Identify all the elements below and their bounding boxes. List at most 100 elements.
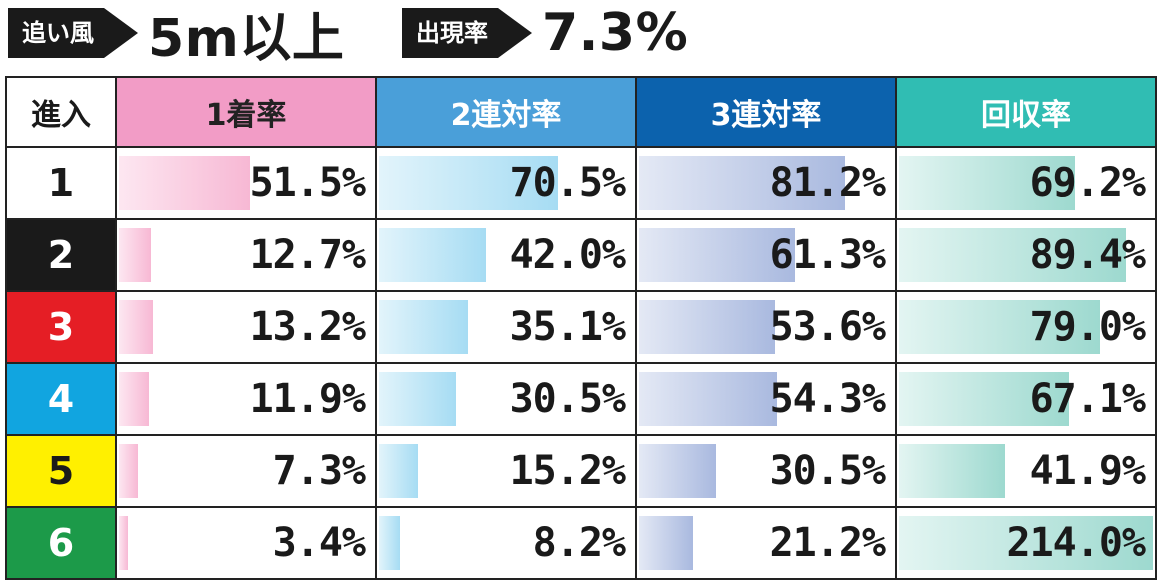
value-label: 30.5% <box>509 376 626 422</box>
value-cell: 54.3% <box>635 362 897 436</box>
value-bar <box>899 372 1070 426</box>
header: 追い風 5m以上 出現率 7.3% <box>0 0 1171 72</box>
value-cell: 51.5% <box>115 146 377 220</box>
value-bar <box>119 444 138 498</box>
value-bar <box>119 372 150 426</box>
rate-label: 出現率 <box>402 8 498 58</box>
col-header-top3-rate: 3連対率 <box>635 76 897 148</box>
value-bar <box>899 444 1006 498</box>
entry-lane: 2 <box>5 218 117 292</box>
value-cell: 42.0% <box>375 218 637 292</box>
value-label: 70.5% <box>509 160 626 206</box>
value-bar <box>379 228 486 282</box>
wind-label: 追い風 <box>8 8 104 58</box>
value-cell: 7.3% <box>115 434 377 508</box>
value-cell: 67.1% <box>895 362 1157 436</box>
value-cell: 70.5% <box>375 146 637 220</box>
value-cell: 8.2% <box>375 506 637 580</box>
table-row: 5 7.3% 15.2% 30.5% 41.9% <box>5 434 1157 508</box>
value-cell: 21.2% <box>635 506 897 580</box>
value-cell: 61.3% <box>635 218 897 292</box>
value-bar <box>639 372 777 426</box>
value-bar <box>899 228 1127 282</box>
value-label: 15.2% <box>509 448 626 494</box>
value-label: 8.2% <box>532 520 626 566</box>
value-bar <box>639 156 846 210</box>
value-cell: 13.2% <box>115 290 377 364</box>
arrow-shape <box>498 8 532 58</box>
value-bar <box>379 156 559 210</box>
value-cell: 12.7% <box>115 218 377 292</box>
value-cell: 214.0% <box>895 506 1157 580</box>
value-label: 81.2% <box>769 160 886 206</box>
value-bar <box>639 228 795 282</box>
entry-lane: 4 <box>5 362 117 436</box>
value-bar <box>379 300 469 354</box>
value-cell: 15.2% <box>375 434 637 508</box>
value-label: 35.1% <box>509 304 626 350</box>
value-bar <box>639 444 717 498</box>
rate-value: 7.3% <box>542 3 689 63</box>
value-cell: 30.5% <box>635 434 897 508</box>
value-label: 51.5% <box>249 160 366 206</box>
value-bar <box>119 156 250 210</box>
value-cell: 89.4% <box>895 218 1157 292</box>
value-cell: 53.6% <box>635 290 897 364</box>
value-cell: 81.2% <box>635 146 897 220</box>
value-label: 42.0% <box>509 232 626 278</box>
value-bar <box>379 372 457 426</box>
value-bar <box>899 156 1075 210</box>
value-bar <box>379 444 418 498</box>
wind-condition: 追い風 5m以上 <box>8 8 344 69</box>
table-row: 6 3.4% 8.2% 21.2% 214.0% <box>5 506 1157 580</box>
value-label: 214.0% <box>1006 520 1146 566</box>
table-row: 3 13.2% 35.1% 53.6% 79.0% <box>5 290 1157 364</box>
col-header-return-rate: 回収率 <box>895 76 1157 148</box>
value-bar <box>899 300 1100 354</box>
wind-value: 5m以上 <box>148 8 345 69</box>
value-label: 69.2% <box>1029 160 1146 206</box>
value-label: 89.4% <box>1029 232 1146 278</box>
value-label: 67.1% <box>1029 376 1146 422</box>
value-cell: 69.2% <box>895 146 1157 220</box>
value-label: 61.3% <box>769 232 886 278</box>
value-bar <box>639 300 776 354</box>
value-label: 30.5% <box>769 448 886 494</box>
entry-header: 進入 <box>5 76 117 148</box>
col-header-win-rate: 1着率 <box>115 76 377 148</box>
value-label: 12.7% <box>249 232 366 278</box>
value-bar <box>899 516 1153 570</box>
value-bar <box>119 300 153 354</box>
value-cell: 79.0% <box>895 290 1157 364</box>
value-label: 41.9% <box>1029 448 1146 494</box>
entry-lane: 5 <box>5 434 117 508</box>
header-row: 進入 1着率 2連対率 3連対率 回収率 <box>5 76 1157 148</box>
table-row: 2 12.7% 42.0% 61.3% 89.4% <box>5 218 1157 292</box>
value-label: 11.9% <box>249 376 366 422</box>
value-bar <box>379 516 400 570</box>
value-cell: 41.9% <box>895 434 1157 508</box>
value-label: 54.3% <box>769 376 886 422</box>
value-label: 7.3% <box>272 448 366 494</box>
table-row: 1 51.5% 70.5% 81.2% 69.2% <box>5 146 1157 220</box>
value-label: 3.4% <box>272 520 366 566</box>
value-cell: 30.5% <box>375 362 637 436</box>
stats-table: 進入 1着率 2連対率 3連対率 回収率 1 51.5% 70.5% 81.2% 69.… <box>5 76 1157 580</box>
col-header-top2-rate: 2連対率 <box>375 76 637 148</box>
table-row: 4 11.9% 30.5% 54.3% 67.1% <box>5 362 1157 436</box>
value-label: 13.2% <box>249 304 366 350</box>
value-bar <box>119 228 152 282</box>
value-cell: 11.9% <box>115 362 377 436</box>
entry-lane: 1 <box>5 146 117 220</box>
value-label: 53.6% <box>769 304 886 350</box>
appearance-rate: 出現率 7.3% <box>402 3 688 63</box>
value-label: 21.2% <box>769 520 886 566</box>
value-cell: 3.4% <box>115 506 377 580</box>
value-bar <box>639 516 693 570</box>
value-cell: 35.1% <box>375 290 637 364</box>
value-bar <box>119 516 128 570</box>
entry-lane: 6 <box>5 506 117 580</box>
entry-lane: 3 <box>5 290 117 364</box>
arrow-shape <box>104 8 138 58</box>
value-label: 79.0% <box>1029 304 1146 350</box>
